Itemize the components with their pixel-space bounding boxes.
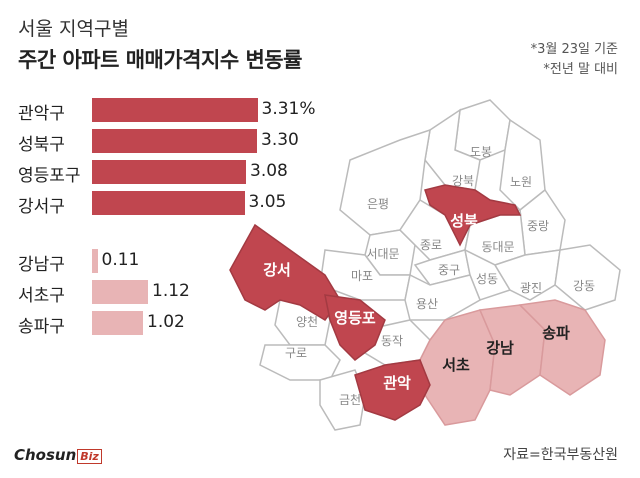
- logo-biz: Biz: [77, 449, 102, 464]
- bar: [92, 160, 246, 184]
- note-basis: *전년 말 대비: [543, 62, 618, 77]
- chart-subtitle: 서울 지역구별: [18, 18, 129, 40]
- map-district-label: 강동: [573, 279, 595, 293]
- bar-row: 관악구 3.31%: [18, 97, 338, 124]
- map-district-label: 중랑: [527, 219, 549, 233]
- bar: [92, 280, 148, 304]
- bar: [92, 98, 258, 122]
- map-district-label: 관악: [383, 374, 411, 392]
- bar-value-label: 3.31%: [261, 99, 316, 119]
- bar-value-label: 1.02: [147, 312, 185, 332]
- bar-value-label: 3.05: [248, 192, 287, 212]
- district-yongsan: [404, 273, 481, 321]
- bar-category-label: 성북구: [18, 135, 65, 155]
- bar-category-label: 강서구: [18, 197, 65, 217]
- district-geumcheon: [319, 369, 366, 431]
- bar-row: 성북구 3.30: [18, 128, 338, 155]
- map-district-label: 동대문: [481, 240, 514, 254]
- bar-category-label: 서초구: [18, 286, 65, 306]
- map-district-label: 영등포: [334, 309, 376, 327]
- bar-value-label: 3.30: [261, 130, 299, 150]
- source-note: 자료=한국부동산원: [503, 447, 618, 463]
- bar: [92, 129, 257, 153]
- bar-row: 서초구 1.12: [18, 279, 338, 306]
- bar: [92, 249, 98, 273]
- bar-category-label: 관악구: [18, 104, 65, 124]
- chart-title: 주간 아파트 매매가격지수 변동률: [18, 48, 302, 72]
- map-district-label: 서초: [442, 356, 470, 374]
- map-district-label: 강서: [263, 261, 291, 279]
- map-district-label: 마포: [351, 269, 373, 283]
- map-district-label: 동작: [381, 334, 403, 348]
- map-district-label: 용산: [416, 297, 438, 311]
- district-seongbuk: [424, 184, 522, 247]
- bar-category-label: 영등포구: [18, 166, 81, 186]
- district-gangbuk: [424, 108, 481, 191]
- map-district-label: 서대문: [366, 247, 399, 261]
- bar: [92, 311, 143, 335]
- bar-category-label: 강남구: [18, 255, 65, 275]
- map-district-label: 양천: [296, 314, 318, 329]
- bar-value-label: 3.08: [250, 161, 288, 181]
- map-district-label: 노원: [510, 175, 532, 189]
- bar-value-label: 0.11: [101, 250, 140, 270]
- map-district-label: 종로: [420, 238, 442, 252]
- map-district-label: 송파: [542, 324, 570, 342]
- district-gangseo: [229, 223, 341, 321]
- map-districts: [229, 99, 621, 431]
- district-gangdong: [554, 244, 621, 311]
- chosunbiz-logo: Chosun Biz: [14, 446, 102, 464]
- district-songpa: [518, 299, 606, 396]
- logo-main: Chosun: [14, 446, 77, 464]
- map-district-label: 성북: [450, 212, 478, 230]
- bar-category-label: 송파구: [18, 317, 65, 337]
- district-yeongdeungpo: [324, 294, 386, 361]
- map-district-label: 중구: [438, 263, 460, 277]
- district-guro: [259, 344, 341, 381]
- bar-row: 강남구 0.11: [18, 248, 338, 275]
- note-date: *3월 23일 기준: [530, 42, 618, 57]
- bar-row: 강서구 3.05: [18, 190, 338, 217]
- map-district-label: 금천: [339, 392, 361, 407]
- map-district-label: 강남: [486, 339, 514, 357]
- district-gwanak: [354, 359, 431, 421]
- map-district-label: 은평: [367, 197, 389, 211]
- map-district-label: 도봉: [470, 145, 492, 159]
- bar: [92, 191, 245, 215]
- bar-row: 송파구 1.02: [18, 310, 338, 337]
- bar-row: 영등포구 3.08: [18, 159, 338, 186]
- chart-notes: *3월 23일 기준 *전년 말 대비: [531, 40, 618, 80]
- map-district-label: 광진: [520, 281, 542, 295]
- bar-value-label: 1.12: [152, 281, 190, 301]
- map-district-label: 강북: [452, 174, 474, 188]
- map-district-label: 구로: [285, 346, 307, 360]
- map-district-label: 성동: [476, 272, 498, 286]
